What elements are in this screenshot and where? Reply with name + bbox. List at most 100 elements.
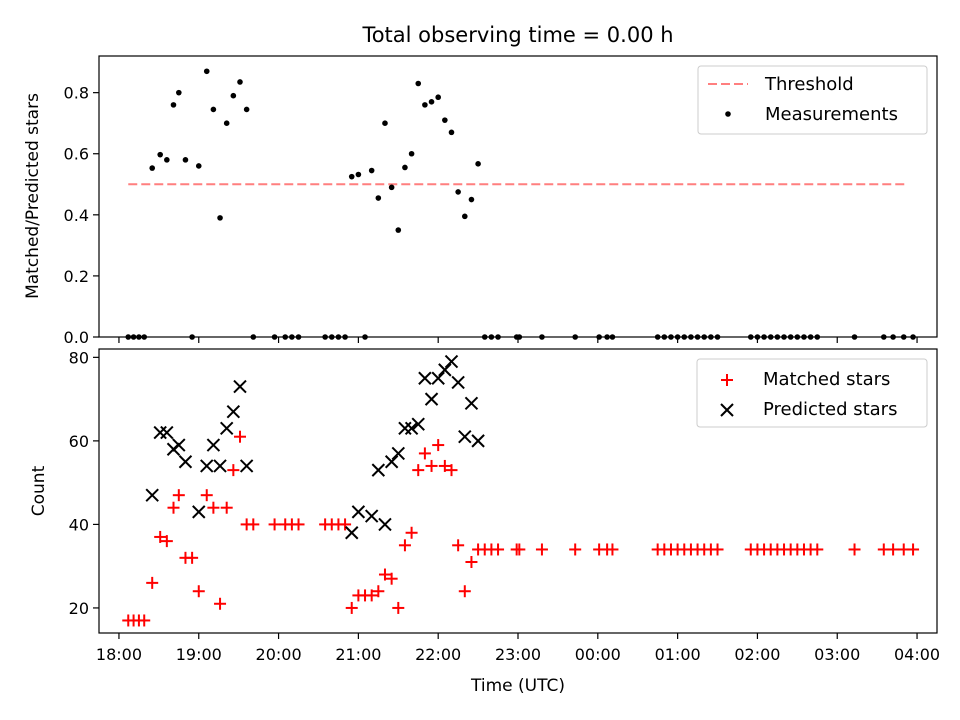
matched-star-point bbox=[432, 439, 445, 452]
matched-star-point bbox=[452, 539, 465, 552]
top-panel: 0.00.20.40.60.8 Matched/Predicted stars … bbox=[23, 55, 938, 347]
measurement-point bbox=[182, 157, 189, 163]
measurement-point bbox=[708, 334, 714, 340]
measurement-point bbox=[801, 334, 807, 340]
measurement-point bbox=[328, 334, 335, 340]
matched-star-point bbox=[186, 551, 199, 564]
matched-star-point bbox=[200, 489, 213, 502]
bottom-y-axis: 20 40 60 80 bbox=[69, 348, 99, 618]
measurement-point bbox=[382, 120, 388, 126]
matched-star-point bbox=[606, 543, 619, 556]
measurement-point bbox=[747, 334, 754, 340]
matched-star-point bbox=[811, 543, 824, 556]
measurement-point bbox=[475, 161, 481, 167]
matched-star-point bbox=[372, 585, 385, 598]
predicted-star-point bbox=[391, 446, 405, 461]
measurement-point bbox=[688, 334, 694, 340]
predicted-star-point bbox=[345, 526, 359, 540]
matched-star-point bbox=[268, 518, 281, 531]
top-x-ticks bbox=[118, 337, 918, 343]
bottom-y-tick-label: 80 bbox=[69, 348, 89, 367]
measurement-point bbox=[435, 94, 441, 101]
matched-star-point bbox=[711, 543, 724, 556]
measurement-point bbox=[781, 334, 787, 340]
bottom-y-tick-label: 40 bbox=[69, 515, 89, 534]
matched-star-point bbox=[365, 589, 378, 602]
measurement-point bbox=[195, 163, 202, 169]
matched-star-point bbox=[345, 601, 358, 614]
measurement-point bbox=[442, 117, 448, 123]
measurement-point bbox=[654, 334, 661, 340]
measurement-point bbox=[701, 334, 708, 340]
measurement-point bbox=[149, 165, 156, 171]
measurement-point bbox=[714, 334, 721, 340]
matched-star-point bbox=[907, 543, 920, 556]
legend-predicted-swatch bbox=[720, 403, 734, 417]
predicted-star-point bbox=[219, 421, 234, 436]
bottom-marks bbox=[122, 354, 920, 627]
measurement-point bbox=[794, 334, 801, 340]
top-y-axis: 0.0 0.2 0.4 0.6 0.8 bbox=[64, 84, 99, 347]
measurement-point bbox=[461, 213, 468, 220]
predicted-star-point bbox=[431, 371, 445, 385]
measurement-point bbox=[282, 334, 289, 340]
bottom-y-tick-label: 60 bbox=[69, 432, 89, 451]
measurement-point bbox=[289, 334, 295, 340]
top-legend-box bbox=[697, 65, 928, 135]
measurement-point bbox=[890, 334, 896, 340]
measurement-point bbox=[767, 334, 774, 340]
matched-star-point bbox=[192, 585, 205, 598]
matched-star-point bbox=[513, 543, 526, 556]
predicted-star-point bbox=[424, 392, 439, 406]
x-tick-label-2200: 22:00 bbox=[415, 645, 461, 664]
predicted-star-point bbox=[145, 488, 159, 502]
measurement-point bbox=[223, 120, 230, 126]
x-tick-label-0400: 04:00 bbox=[894, 645, 940, 664]
measurement-point bbox=[335, 334, 342, 340]
legend-matched-swatch bbox=[721, 374, 733, 386]
measurement-point bbox=[217, 215, 223, 221]
bottom-panel: 20 40 60 80 18:00 19:00 20:00 21:00 22:00 23:00 0… bbox=[29, 348, 940, 696]
measurement-point bbox=[176, 89, 182, 96]
matched-star-point bbox=[167, 501, 180, 514]
measurement-point bbox=[130, 334, 137, 340]
predicted-star-point bbox=[404, 421, 419, 436]
measurement-point bbox=[388, 184, 395, 191]
predicted-star-point bbox=[178, 455, 193, 469]
matched-star-point bbox=[445, 464, 458, 477]
top-y-tick-label: 0.8 bbox=[64, 84, 89, 103]
matched-star-point bbox=[214, 597, 227, 610]
measurement-point bbox=[572, 334, 578, 340]
top-y-tick-label: 0.6 bbox=[64, 145, 89, 164]
measurement-point bbox=[900, 334, 907, 340]
matched-star-point bbox=[233, 430, 246, 443]
top-y-axis-label: Matched/Predicted stars bbox=[23, 93, 43, 299]
matched-star-point bbox=[154, 530, 167, 543]
predicted-star-point bbox=[418, 371, 432, 385]
matched-star-point bbox=[227, 464, 240, 477]
measurement-point bbox=[609, 334, 616, 340]
measurement-point bbox=[668, 334, 674, 340]
measurement-point bbox=[243, 106, 250, 113]
legend-measurements-label: Measurements bbox=[765, 104, 898, 125]
legend-measurements-swatch bbox=[725, 111, 731, 117]
measurement-point bbox=[448, 129, 455, 136]
measurement-point bbox=[322, 334, 328, 340]
matched-star-point bbox=[425, 459, 438, 472]
measurement-point bbox=[375, 195, 382, 201]
predicted-star-point bbox=[438, 363, 452, 377]
bottom-y-tick-label: 20 bbox=[69, 599, 89, 618]
measurement-point bbox=[814, 334, 821, 340]
measurement-point bbox=[170, 102, 177, 108]
measurement-point bbox=[455, 189, 461, 195]
measurement-point bbox=[851, 334, 858, 340]
measurement-point bbox=[189, 334, 195, 340]
predicted-star-point bbox=[172, 438, 186, 452]
matched-star-point bbox=[438, 459, 451, 472]
measurement-point bbox=[237, 79, 243, 85]
x-tick-label-0100: 01:00 bbox=[655, 645, 701, 664]
measurement-point bbox=[342, 334, 348, 340]
measurement-point bbox=[125, 334, 132, 340]
matched-star-point bbox=[146, 576, 159, 589]
